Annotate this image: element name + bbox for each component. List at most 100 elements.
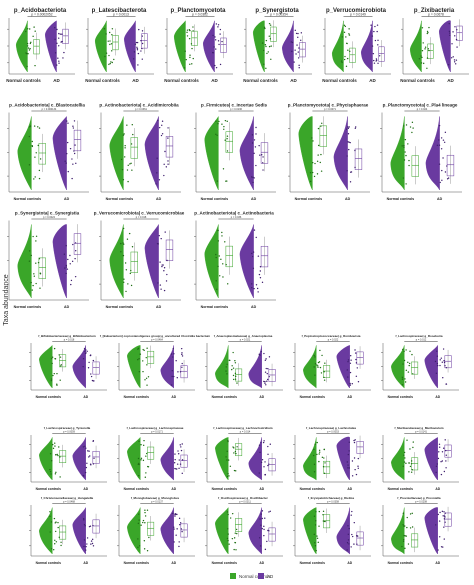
- p-value: p = 0.0013: [113, 13, 129, 17]
- data-point-ad: [453, 59, 456, 61]
- data-point-normal: [218, 255, 220, 257]
- data-point-normal: [314, 374, 316, 376]
- data-point-normal: [130, 162, 132, 165]
- data-point-ad: [88, 525, 91, 528]
- box-normal: [225, 245, 233, 268]
- data-point-ad: [251, 283, 253, 285]
- data-point-ad: [83, 348, 86, 350]
- data-point-normal: [349, 50, 351, 53]
- data-point-ad: [351, 383, 353, 385]
- data-point-ad: [353, 439, 355, 442]
- data-point-normal: [403, 146, 405, 148]
- data-point-normal: [145, 455, 147, 457]
- data-point-normal: [27, 47, 30, 49]
- data-point-normal: [49, 511, 51, 513]
- data-point-ad: [161, 133, 164, 135]
- data-point-normal: [120, 242, 122, 245]
- x-tick-label-ad: AD: [64, 305, 70, 309]
- data-point-normal: [54, 442, 56, 444]
- data-point-normal: [51, 357, 53, 360]
- data-point-normal: [225, 456, 227, 458]
- data-point-ad: [347, 453, 350, 456]
- data-point-normal: [405, 183, 407, 185]
- data-point-normal: [321, 122, 323, 124]
- data-point-ad: [85, 545, 87, 548]
- data-point-ad: [259, 266, 262, 268]
- data-point-normal: [122, 254, 125, 257]
- data-point-normal: [408, 164, 410, 167]
- data-point-normal: [411, 469, 413, 471]
- data-point-normal: [146, 509, 149, 511]
- violin-ad: [160, 345, 174, 389]
- data-point-ad: [436, 355, 439, 357]
- data-point-ad: [93, 380, 95, 382]
- x-tick-label-normal: Normal controls: [387, 197, 415, 201]
- data-point-ad: [83, 539, 86, 541]
- data-point-normal: [408, 159, 410, 162]
- data-point-ad: [219, 28, 222, 31]
- data-point-normal: [233, 447, 235, 449]
- p-value: p = 0.0464: [151, 339, 163, 342]
- data-point-normal: [105, 33, 107, 35]
- x-tick-label-normal: Normal controls: [400, 78, 435, 83]
- data-point-normal: [33, 275, 36, 277]
- data-point-normal: [422, 62, 425, 65]
- data-point-ad: [181, 459, 184, 461]
- data-point-ad: [264, 381, 266, 383]
- data-point-normal: [59, 379, 61, 381]
- violin-normal: [127, 507, 141, 555]
- data-point-ad: [217, 24, 220, 26]
- data-point-normal: [404, 378, 406, 380]
- data-point-normal: [409, 465, 412, 468]
- panel-title: f_Anaeroplasmataceae| g_Anaeroplasma: [214, 334, 273, 338]
- data-point-ad: [137, 52, 140, 55]
- data-point-normal: [231, 368, 233, 371]
- data-point-normal: [59, 456, 61, 458]
- data-point-normal: [34, 30, 36, 32]
- violin-normal: [109, 224, 124, 299]
- data-point-normal: [226, 363, 228, 365]
- data-point-ad: [346, 369, 349, 371]
- data-point-normal: [314, 542, 316, 544]
- data-point-ad: [137, 64, 139, 66]
- chart-panel: f_Bifidobacteriaceae| g_Bifidobacteriump…: [29, 334, 107, 399]
- data-point-normal: [402, 348, 404, 351]
- p-value: p = 0.0002052: [31, 13, 52, 17]
- data-point-normal: [402, 363, 404, 365]
- x-tick-label-ad: AD: [251, 305, 257, 309]
- p-value: p = 0.0053: [327, 431, 339, 434]
- data-point-normal: [318, 453, 320, 455]
- data-point-normal: [343, 31, 346, 34]
- data-point-ad: [445, 383, 448, 385]
- data-point-ad: [177, 450, 179, 452]
- violin-ad: [72, 437, 86, 481]
- x-tick-label-normal: Normal controls: [300, 395, 325, 399]
- data-point-ad: [263, 466, 265, 468]
- p-value: p = 0.0311: [239, 501, 251, 504]
- data-point-normal: [427, 48, 430, 50]
- data-point-ad: [180, 449, 183, 452]
- data-point-ad: [74, 242, 77, 244]
- data-point-normal: [144, 476, 147, 478]
- data-point-normal: [188, 37, 191, 40]
- data-point-ad: [141, 30, 144, 32]
- data-point-normal: [226, 138, 228, 140]
- data-point-normal: [189, 29, 191, 32]
- box-normal: [147, 521, 155, 536]
- data-point-normal: [229, 517, 232, 519]
- data-point-normal: [313, 515, 316, 517]
- data-point-normal: [142, 348, 144, 351]
- data-point-ad: [170, 353, 173, 355]
- data-point-normal: [420, 55, 422, 57]
- data-point-normal: [138, 358, 140, 360]
- data-point-normal: [268, 45, 271, 48]
- data-point-normal: [412, 127, 414, 129]
- data-point-normal: [341, 36, 343, 38]
- data-point-ad: [440, 137, 443, 139]
- panel-title: f_Erysipelotrichaceae| g_Dielma: [308, 496, 354, 500]
- data-point-normal: [233, 548, 235, 551]
